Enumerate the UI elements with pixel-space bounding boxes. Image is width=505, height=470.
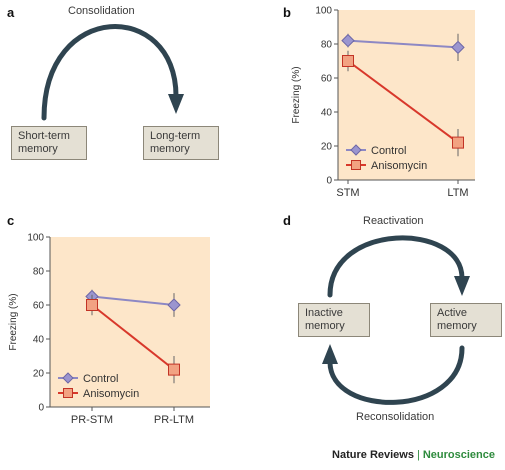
chart-c-legend-label-0: Control [83, 373, 118, 385]
chart-c-point-1 [168, 363, 180, 376]
chart-b-legend-marker-1 [351, 160, 361, 170]
inactive-line-2: memory [305, 320, 345, 332]
chart-b-point-1 [342, 55, 354, 67]
chart-b-y-tick-label: 40 [321, 108, 333, 119]
journal-name: Nature Reviews [332, 449, 414, 461]
chart-b-point-1 [452, 136, 464, 149]
short-term-line-1: Short-term [18, 130, 70, 142]
chart-c-y-tick-label: 20 [33, 369, 45, 380]
panel-letter-c: c [7, 213, 15, 228]
chart-c-y-tick-label: 100 [27, 233, 44, 244]
active-line-1: Active [437, 307, 467, 319]
chart-b-point-0 [341, 33, 355, 48]
chart-c-y-tick-label: 40 [33, 335, 45, 346]
panel-letter-a: a [7, 5, 15, 20]
panel-letter-b: b [283, 5, 291, 20]
panel-letter-d: d [283, 213, 291, 228]
chart-b-x-tick-label: LTM [447, 187, 468, 199]
chart-c-legend-marker-1 [63, 388, 73, 398]
inactive-line-1: Inactive [305, 307, 343, 319]
chart-b-y-tick-label: 60 [321, 74, 333, 85]
chart-c-x-tick-label: PR-STM [71, 414, 113, 426]
chart-c-series-line-1 [91, 304, 175, 371]
chart-b-legend-marker-0 [350, 144, 362, 156]
chart-c-y-axis-label: Freezing (%) [8, 293, 19, 350]
chart-b-y-tick-label: 100 [315, 6, 332, 17]
chart-c-x-tick-label: PR-LTM [154, 414, 194, 426]
journal-field: Neuroscience [422, 449, 495, 461]
chart-c-point-0 [167, 298, 181, 312]
chart-b-y-tick-label: 20 [321, 142, 333, 153]
chart-c-plot-area [50, 237, 210, 407]
chart-b-x-tick-label: STM [336, 187, 359, 199]
short-term-line-2: memory [18, 143, 58, 155]
chart-b-legend-label-0: Control [371, 145, 406, 157]
active-memory-box: Active memory [430, 303, 502, 337]
chart-c-legend-marker-0 [62, 372, 74, 384]
chart-b-y-axis-label: Freezing (%) [291, 66, 302, 123]
active-line-2: memory [437, 320, 477, 332]
consolidation-label: Consolidation [68, 5, 135, 17]
chart-c-y-tick-label: 80 [33, 267, 45, 278]
chart-c-point-1 [86, 299, 98, 311]
chart-b-series-line-1 [347, 60, 459, 144]
short-term-memory-box: Short-term memory [11, 126, 87, 160]
chart-b-series-line-0 [347, 39, 459, 49]
chart-c-y-tick-label: 0 [38, 403, 44, 414]
long-term-memory-box: Long-term memory [143, 126, 219, 160]
reconsolidation-label: Reconsolidation [356, 411, 435, 423]
long-term-line-2: memory [150, 143, 190, 155]
long-term-line-1: Long-term [150, 130, 201, 142]
chart-b-plot-area [338, 10, 475, 180]
inactive-memory-box: Inactive memory [298, 303, 370, 337]
journal-separator: | [416, 449, 420, 461]
reactivation-label: Reactivation [363, 215, 424, 227]
chart-c-y-tick-label: 60 [33, 301, 45, 312]
chart-b-y-tick-label: 80 [321, 40, 333, 51]
chart-b-legend-label-1: Anisomycin [371, 160, 427, 172]
chart-b-point-0 [451, 40, 465, 55]
chart-b-y-tick-label: 0 [326, 176, 332, 187]
chart-c-legend-label-1: Anisomycin [83, 388, 139, 400]
journal-credit: Nature Reviews | Neuroscience [332, 449, 495, 461]
chart-c-series-line-0 [91, 295, 175, 306]
